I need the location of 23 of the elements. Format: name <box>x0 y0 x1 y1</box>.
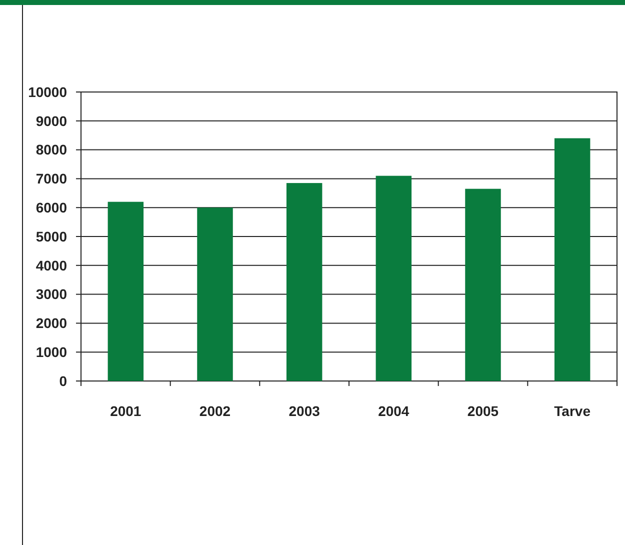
bar <box>554 138 590 381</box>
x-tick-label: 2004 <box>378 403 410 419</box>
y-tick-label: 6000 <box>36 200 68 216</box>
y-tick-label: 5000 <box>36 228 68 244</box>
x-tick-label: 2001 <box>110 403 142 419</box>
x-tick-label: 2003 <box>288 403 320 419</box>
y-tick-label: 3000 <box>36 286 68 302</box>
bar <box>376 176 412 381</box>
y-tick-label: 0 <box>59 372 68 389</box>
x-tick-label: 2005 <box>467 403 499 419</box>
y-tick-label: 2000 <box>36 315 68 332</box>
y-tick-label: 4000 <box>36 257 68 274</box>
y-tick-label: 1000 <box>36 344 68 360</box>
x-tick-label: Tarve <box>554 403 591 419</box>
y-tick-label: 7000 <box>36 170 68 187</box>
bar <box>286 183 322 381</box>
y-tick-label: 10000 <box>28 84 68 100</box>
bar <box>465 188 501 381</box>
y-tick-label: 9000 <box>36 112 68 129</box>
y-tick-label: 8000 <box>36 142 68 158</box>
bar <box>197 208 233 381</box>
bar <box>108 202 144 381</box>
x-tick-label: 2002 <box>199 403 231 419</box>
